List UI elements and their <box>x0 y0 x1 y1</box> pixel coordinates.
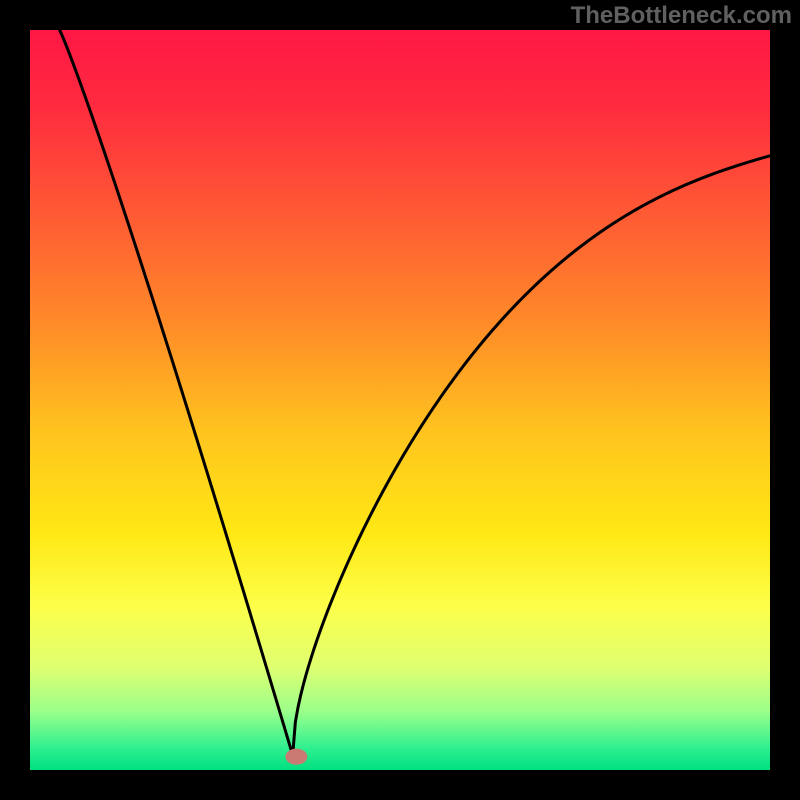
gradient-background <box>30 30 770 770</box>
chart-container: TheBottleneck.com <box>0 0 800 800</box>
optimal-point-marker <box>285 749 307 765</box>
chart-svg <box>30 30 770 770</box>
watermark-text: TheBottleneck.com <box>571 2 792 30</box>
plot-area <box>30 30 770 770</box>
